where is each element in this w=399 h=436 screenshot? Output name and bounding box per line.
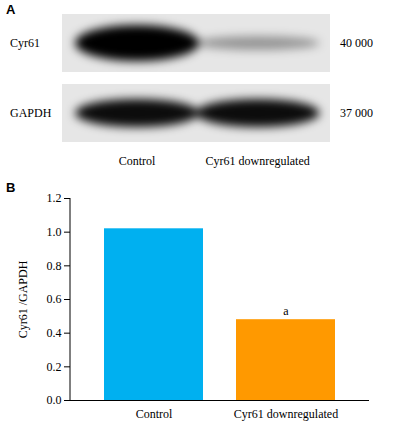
svg-text:0.6: 0.6 — [47, 292, 62, 306]
svg-text:40 000: 40 000 — [340, 36, 373, 50]
svg-text:Cyr61 downregulated: Cyr61 downregulated — [234, 407, 338, 421]
svg-text:1.2: 1.2 — [47, 191, 62, 205]
svg-text:Control: Control — [119, 154, 156, 168]
svg-text:Cyr61: Cyr61 — [10, 36, 40, 50]
svg-text:1.0: 1.0 — [47, 225, 62, 239]
html-text:A: A — [6, 2, 16, 17]
svg-text:a: a — [283, 304, 289, 318]
svg-text:GAPDH: GAPDH — [10, 106, 52, 120]
svg-text:0.4: 0.4 — [47, 326, 62, 340]
svg-text:0.0: 0.0 — [47, 393, 62, 407]
svg-text:Cyr61 /GAPDH: Cyr61 /GAPDH — [16, 260, 30, 338]
svg-text:0.2: 0.2 — [47, 360, 62, 374]
svg-text:Cyr61 downregulated: Cyr61 downregulated — [205, 154, 309, 168]
svg-text:Control: Control — [136, 407, 173, 421]
html-text:B: B — [6, 180, 16, 195]
svg-text:0.8: 0.8 — [47, 259, 62, 273]
svg-text:37 000: 37 000 — [340, 106, 373, 120]
